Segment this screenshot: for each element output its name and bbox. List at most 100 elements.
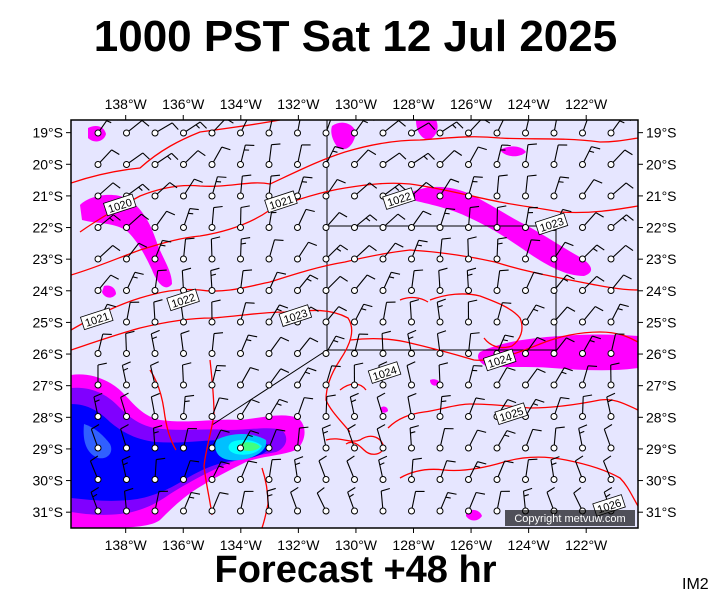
wind-barb bbox=[94, 333, 112, 357]
wind-barb bbox=[94, 182, 121, 200]
lon-tick-label-top: 126°W bbox=[450, 96, 493, 112]
wind-barb bbox=[465, 461, 487, 483]
lat-tick-label-left: 28°S bbox=[32, 409, 63, 425]
wind-barb bbox=[522, 143, 537, 168]
wind-barb bbox=[237, 367, 260, 389]
wind-barb bbox=[379, 301, 396, 326]
wind-barb bbox=[493, 367, 516, 389]
wind-barb bbox=[607, 274, 632, 294]
wind-barb bbox=[436, 427, 454, 452]
wind-barb bbox=[151, 152, 179, 168]
wind-barb bbox=[351, 182, 378, 200]
wind-barb bbox=[408, 210, 432, 231]
wind-barb bbox=[318, 455, 330, 483]
isobar-label: 1023 bbox=[534, 212, 569, 236]
lat-tick-label-left: 23°S bbox=[32, 251, 63, 267]
wind-barb bbox=[493, 205, 507, 231]
wind-barb bbox=[151, 239, 172, 263]
wind-barb bbox=[208, 267, 220, 294]
wind-barb bbox=[151, 490, 168, 515]
wind-barb bbox=[522, 174, 537, 200]
wind-barb bbox=[465, 205, 480, 231]
wind-barb bbox=[180, 394, 195, 420]
wind-barb bbox=[322, 146, 344, 168]
wind-barb bbox=[208, 176, 227, 200]
lat-tick-label-left: 19°S bbox=[32, 125, 63, 141]
wind-barb bbox=[436, 394, 451, 420]
lat-tick-label-right: 22°S bbox=[646, 220, 677, 236]
wind-barb bbox=[149, 361, 159, 389]
wind-barb bbox=[579, 212, 604, 231]
lat-tick-label-right: 20°S bbox=[646, 156, 677, 172]
wind-barb bbox=[294, 241, 318, 263]
lon-tick-label-top: 138°W bbox=[105, 96, 148, 112]
isobar-label-layer: 1020 1021 10221023102110221023102410241025… bbox=[79, 187, 626, 517]
wind-barb bbox=[522, 336, 546, 357]
lon-tick-label-bottom: 122°W bbox=[565, 537, 608, 553]
wind-barb bbox=[94, 214, 121, 231]
wind-barb bbox=[123, 271, 144, 294]
wind-barb bbox=[123, 120, 150, 137]
lon-tick-label-top: 136°W bbox=[162, 96, 205, 112]
wind-barb bbox=[180, 237, 195, 263]
wind-barb bbox=[579, 146, 601, 168]
wind-barb bbox=[351, 362, 364, 389]
wind-barb bbox=[493, 237, 507, 263]
wind-barb bbox=[522, 428, 542, 452]
wind-barb bbox=[465, 267, 477, 294]
wind-barb bbox=[465, 176, 483, 200]
wind-barb bbox=[522, 239, 541, 263]
lat-tick-label-left: 24°S bbox=[32, 283, 63, 299]
wind-barb bbox=[180, 330, 190, 357]
wind-barb bbox=[294, 456, 304, 483]
wind-barb bbox=[550, 426, 565, 452]
wind-barb bbox=[550, 274, 575, 294]
wind-barb bbox=[465, 365, 483, 389]
wind-barb bbox=[237, 236, 251, 263]
wind-barb bbox=[579, 275, 605, 294]
lon-tick-label-bottom: 126°W bbox=[450, 537, 493, 553]
wind-barb bbox=[602, 455, 615, 483]
wind-barb bbox=[180, 460, 200, 483]
wind-barb bbox=[89, 455, 102, 483]
wind-barb bbox=[408, 425, 419, 452]
wind-barb bbox=[151, 269, 167, 294]
map-frame bbox=[70, 119, 639, 529]
wind-barb bbox=[237, 269, 253, 294]
wind-barb bbox=[208, 429, 230, 452]
lat-tick-label-right: 27°S bbox=[646, 378, 677, 394]
wind-barb bbox=[465, 429, 487, 452]
wind-barb bbox=[379, 271, 401, 294]
wind-barb bbox=[408, 239, 428, 263]
wind-barb bbox=[121, 361, 131, 389]
wind-barb bbox=[265, 458, 282, 483]
wind-barb bbox=[407, 392, 417, 420]
wind-barb bbox=[294, 274, 319, 294]
wind-barb bbox=[120, 392, 130, 420]
wind-barb bbox=[208, 236, 221, 263]
lat-tick-label-left: 29°S bbox=[32, 441, 63, 457]
wind-barb bbox=[316, 487, 330, 515]
wind-barb bbox=[607, 214, 634, 231]
wind-barb bbox=[493, 174, 508, 200]
wind-barb bbox=[294, 120, 301, 137]
wind-barb bbox=[180, 491, 201, 515]
wind-barb bbox=[180, 121, 207, 137]
wind-barb bbox=[237, 490, 254, 515]
wind-barb bbox=[208, 332, 224, 357]
wind-barb bbox=[550, 176, 570, 200]
wind-barb bbox=[322, 275, 348, 294]
wind-barb bbox=[208, 205, 223, 231]
wind-barb bbox=[550, 120, 558, 137]
wind-barb bbox=[180, 150, 206, 168]
wind-barb bbox=[208, 299, 221, 326]
wind-barb bbox=[379, 213, 406, 231]
wind-barb bbox=[351, 244, 377, 263]
wind-barb bbox=[208, 397, 229, 420]
wind-barb bbox=[265, 271, 287, 294]
wind-barb bbox=[349, 392, 359, 420]
wind-barb bbox=[379, 330, 391, 357]
lon-tick-label-bottom: 132°W bbox=[277, 537, 320, 553]
wind-barb bbox=[550, 397, 570, 420]
